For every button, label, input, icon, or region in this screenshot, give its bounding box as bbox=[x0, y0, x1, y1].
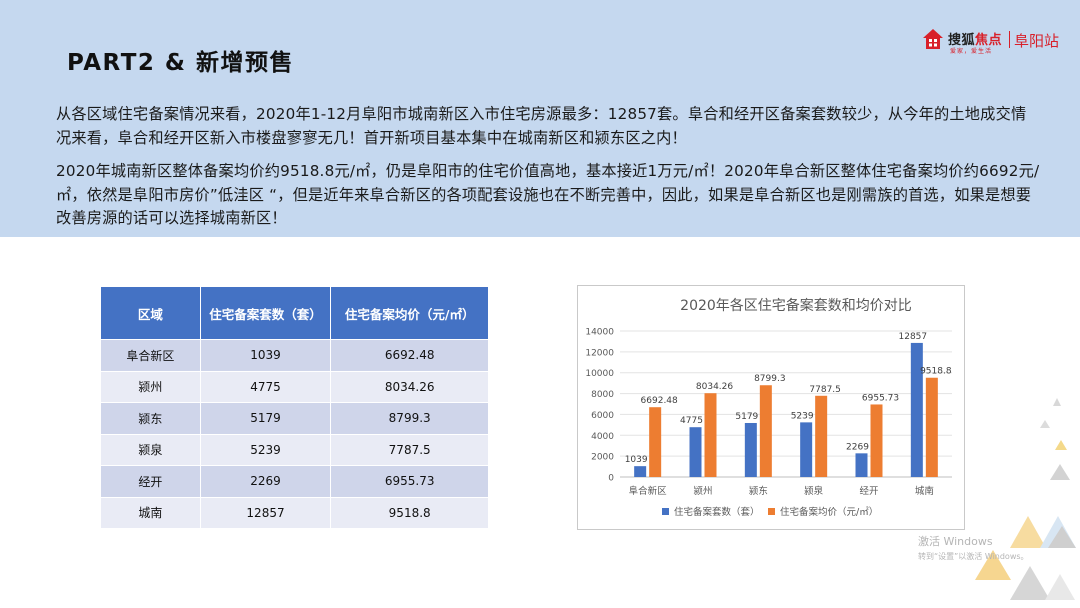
table-header-district: 区域 bbox=[100, 286, 201, 340]
table-cell-price: 6955.73 bbox=[330, 465, 489, 498]
table-cell-price: 9518.8 bbox=[330, 496, 489, 529]
chart-title: 2020年各区住宅备案套数和均价对比 bbox=[680, 297, 912, 314]
data-label: 8799.3 bbox=[754, 374, 786, 384]
table-cell-district: 经开 bbox=[100, 465, 201, 498]
bar-price bbox=[925, 377, 938, 477]
legend-units-label: 住宅备案套数（套） bbox=[674, 506, 760, 518]
data-label: 8034.26 bbox=[696, 382, 733, 392]
bar-units bbox=[910, 342, 923, 477]
x-tick-label: 颍州 bbox=[693, 485, 712, 497]
x-tick-label: 城南 bbox=[915, 485, 934, 497]
legend-price-swatch bbox=[768, 508, 775, 515]
table-row: 经开 2269 6955.73 bbox=[100, 465, 489, 498]
intro-paragraph-2: 2020年城南新区整体备案均价约9518.8元/㎡，仍是阜阳市的住宅价值高地，基… bbox=[56, 162, 1040, 227]
table-cell-price: 8799.3 bbox=[330, 402, 489, 435]
bar-units bbox=[689, 427, 702, 477]
data-label: 12857 bbox=[899, 332, 928, 342]
data-label: 4775 bbox=[680, 416, 703, 426]
legend-units-swatch bbox=[662, 508, 669, 515]
table-cell-district: 颍泉 bbox=[100, 433, 201, 466]
logo-tagline: 爱家，爱生活 bbox=[950, 48, 993, 55]
legend-price-label: 住宅备案均价（元/㎡） bbox=[780, 506, 878, 518]
data-label: 5179 bbox=[735, 412, 758, 422]
y-tick-label: 8000 bbox=[591, 390, 614, 400]
data-label: 2269 bbox=[846, 442, 869, 452]
logo-divider bbox=[1009, 31, 1010, 48]
data-label: 1039 bbox=[625, 455, 648, 465]
table-row: 阜合新区 1039 6692.48 bbox=[100, 339, 489, 372]
district-data-table: 区域 住宅备案套数（套） 住宅备案均价（元/㎡） 阜合新区 1039 6692.… bbox=[100, 286, 489, 529]
header-banner bbox=[0, 0, 1080, 237]
sohu-focus-logo: 搜狐焦点 爱家，爱生活 阜阳站 bbox=[922, 26, 1062, 56]
table-row: 颍泉 5239 7787.5 bbox=[100, 433, 489, 466]
data-label: 6955.73 bbox=[862, 393, 899, 403]
table-row: 颍东 5179 8799.3 bbox=[100, 402, 489, 435]
y-tick-label: 4000 bbox=[591, 432, 614, 442]
data-label: 7787.5 bbox=[809, 385, 841, 395]
bar-chart-svg: 2020年各区住宅备案套数和均价对比 0 2000 4000 6000 8000 10000… bbox=[585, 297, 952, 518]
table-cell-units: 5179 bbox=[199, 402, 332, 435]
intro-paragraph-1: 从各区域住宅备案情况来看，2020年1-12月阜阳市城南新区入市住宅房源最多：1… bbox=[56, 105, 1027, 147]
bar-price bbox=[649, 407, 662, 477]
table-row: 颍州 4775 8034.26 bbox=[100, 370, 489, 403]
table-cell-units: 4775 bbox=[199, 370, 332, 403]
table-cell-price: 6692.48 bbox=[330, 339, 489, 372]
table-cell-price: 8034.26 bbox=[330, 370, 489, 403]
y-tick-label: 14000 bbox=[585, 328, 614, 338]
table-cell-units: 2269 bbox=[199, 465, 332, 498]
bar-price bbox=[815, 395, 828, 477]
watermark-line-2: 转到“设置”以激活 Windows。 bbox=[918, 552, 1029, 561]
bar-units bbox=[634, 466, 647, 477]
windows-activation-watermark: 激活 Windows 转到“设置”以激活 Windows。 bbox=[918, 533, 1029, 562]
bar-price bbox=[759, 385, 772, 477]
bar-price bbox=[704, 393, 717, 477]
y-tick-label: 12000 bbox=[585, 348, 614, 358]
data-label: 9518.8 bbox=[920, 367, 952, 377]
table-cell-district: 城南 bbox=[100, 496, 201, 529]
bar-price bbox=[870, 404, 883, 477]
table-cell-district: 阜合新区 bbox=[100, 339, 201, 372]
table-cell-units: 1039 bbox=[199, 339, 332, 372]
x-tick-label: 颍东 bbox=[749, 485, 768, 497]
table-cell-units: 12857 bbox=[199, 496, 332, 529]
y-tick-label: 6000 bbox=[591, 411, 614, 421]
bar-chart: 2020年各区住宅备案套数和均价对比 0 2000 4000 6000 8000 10000… bbox=[577, 285, 965, 530]
logo-city: 阜阳站 bbox=[1014, 32, 1060, 50]
table-header-units: 住宅备案套数（套） bbox=[199, 286, 332, 340]
table-cell-units: 5239 bbox=[199, 433, 332, 466]
data-label: 5239 bbox=[791, 411, 814, 421]
y-tick-label: 10000 bbox=[585, 369, 614, 379]
data-label: 6692.48 bbox=[641, 396, 678, 406]
y-tick-label: 0 bbox=[608, 474, 614, 484]
table-cell-price: 7787.5 bbox=[330, 433, 489, 466]
x-tick-label: 颍泉 bbox=[804, 485, 824, 497]
page-title: PART2 & 新增预售 bbox=[67, 50, 294, 76]
table-cell-district: 颍东 bbox=[100, 402, 201, 435]
y-tick-label: 2000 bbox=[591, 453, 614, 463]
x-tick-label: 阜合新区 bbox=[629, 485, 668, 497]
table-row: 城南 12857 9518.8 bbox=[100, 496, 489, 529]
bar-units bbox=[800, 422, 813, 477]
table-cell-district: 颍州 bbox=[100, 370, 201, 403]
bar-units bbox=[744, 422, 757, 477]
watermark-line-1: 激活 Windows bbox=[918, 535, 993, 548]
logo-name: 搜狐焦点 bbox=[948, 33, 1003, 48]
table-header-price: 住宅备案均价（元/㎡） bbox=[330, 286, 489, 340]
x-tick-label: 经开 bbox=[859, 485, 879, 497]
table-header-row: 区域 住宅备案套数（套） 住宅备案均价（元/㎡） bbox=[100, 286, 489, 340]
bar-units bbox=[855, 453, 868, 477]
house-logo-icon bbox=[923, 29, 943, 49]
